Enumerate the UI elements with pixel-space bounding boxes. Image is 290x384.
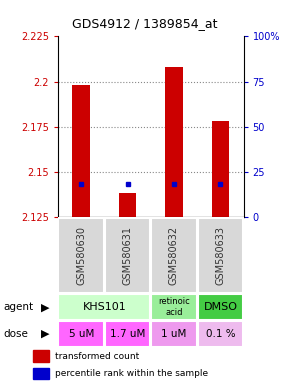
Bar [105, 218, 150, 293]
Text: GSM580633: GSM580633 [215, 226, 225, 285]
Text: transformed count: transformed count [55, 352, 140, 361]
Bar [198, 294, 243, 320]
Text: DMSO: DMSO [203, 302, 238, 312]
Bar [151, 321, 197, 347]
Bar [151, 294, 197, 320]
Bar [59, 218, 104, 293]
Text: GSM580630: GSM580630 [76, 226, 86, 285]
Text: percentile rank within the sample: percentile rank within the sample [55, 369, 209, 378]
Bar [59, 294, 150, 320]
Bar [198, 218, 243, 293]
Text: ▶: ▶ [41, 302, 49, 312]
Text: KHS101: KHS101 [83, 302, 126, 312]
Bar [165, 67, 183, 217]
Bar [151, 218, 197, 293]
Text: ▶: ▶ [41, 329, 49, 339]
Bar [119, 194, 136, 217]
Text: retinoic
acid: retinoic acid [158, 298, 190, 317]
Text: GDS4912 / 1389854_at: GDS4912 / 1389854_at [72, 17, 218, 30]
Text: dose: dose [3, 329, 28, 339]
Bar [59, 321, 104, 347]
Text: agent: agent [3, 302, 33, 312]
Bar [72, 85, 90, 217]
Bar [105, 321, 150, 347]
Text: 5 uM: 5 uM [68, 329, 94, 339]
Text: GSM580631: GSM580631 [123, 226, 133, 285]
Bar [212, 121, 229, 217]
Bar [33, 367, 49, 379]
Text: 0.1 %: 0.1 % [206, 329, 235, 339]
Text: GSM580632: GSM580632 [169, 226, 179, 285]
Bar [33, 350, 49, 362]
Text: 1 uM: 1 uM [161, 329, 187, 339]
Bar [198, 321, 243, 347]
Text: 1.7 uM: 1.7 uM [110, 329, 145, 339]
